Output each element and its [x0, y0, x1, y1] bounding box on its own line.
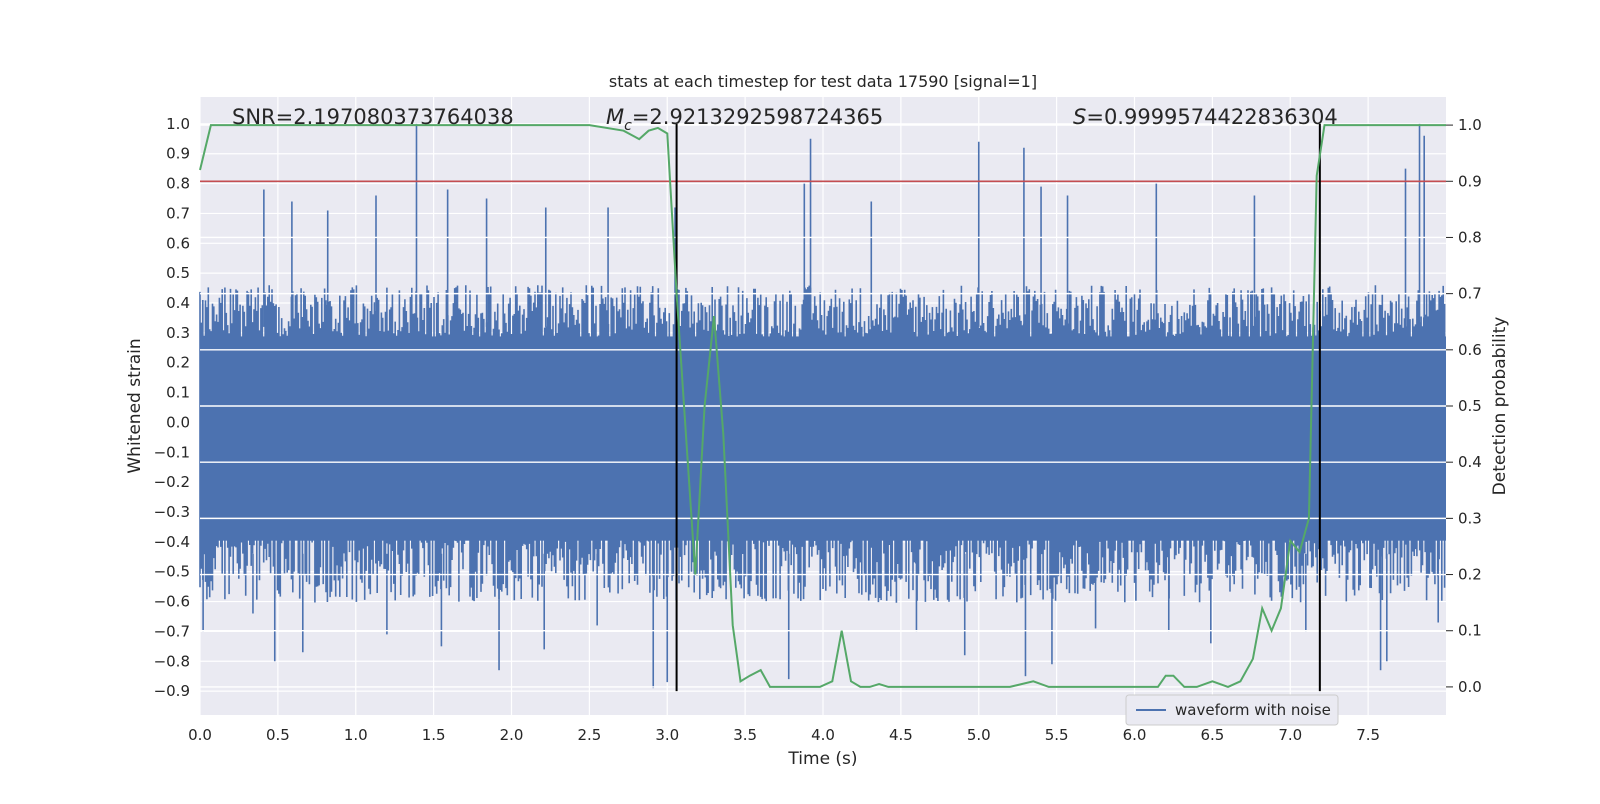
y-tick-label: 1.0: [166, 115, 190, 133]
x-tick-label: 6.0: [1123, 726, 1147, 744]
y-right-tick-label: 0.0: [1458, 678, 1482, 696]
score-annotation: S=0.9999574422836304: [1073, 105, 1338, 129]
probability-series: [199, 124, 1446, 688]
x-tick-label: 4.5: [889, 726, 913, 744]
x-axis-label: Time (s): [787, 749, 857, 769]
chirp-mass-annotation: Mc=2.9213292598724365: [606, 105, 883, 134]
x-axis-ticks: 0.0 0.5 1.0 1.5 2.0 2.5 3.0 3.5 4.0 4.5 5.0 5.5 6.0 6…: [188, 726, 1380, 744]
x-tick-label: 2.5: [577, 726, 601, 744]
y-tick-label: −0.4: [154, 533, 190, 551]
y-tick-label: 0.6: [166, 234, 190, 252]
x-tick-label: 4.0: [811, 726, 835, 744]
y-tick-label: 0.3: [166, 324, 190, 342]
y-tick-label: 0.5: [166, 264, 190, 282]
y-tick-label: −0.9: [154, 682, 190, 700]
y-right-tick-label: 1.0: [1458, 116, 1482, 134]
y-tick-label: −0.8: [154, 652, 190, 670]
right-axis-grid: [200, 124, 1446, 688]
y-axis-right-ticks: 0.0 0.1 0.2 0.3 0.4 0.5 0.6 0.7 0.8 0.9 1.0: [1446, 116, 1482, 696]
y-right-tick-label: 0.3: [1458, 509, 1482, 527]
x-tick-label: 5.0: [967, 726, 991, 744]
y-right-tick-label: 0.9: [1458, 172, 1482, 190]
x-tick-label: 6.5: [1200, 726, 1224, 744]
waveform-noise: [199, 285, 1446, 603]
x-tick-label: 5.5: [1045, 726, 1069, 744]
y-tick-label: −0.3: [154, 503, 190, 521]
x-tick-label: 0.5: [266, 726, 290, 744]
marker-lines: [675, 123, 1321, 692]
chirp-mass-subscript: c: [624, 118, 632, 134]
y-tick-label: 0.2: [166, 354, 190, 372]
score-value: =0.9999574422836304: [1086, 105, 1337, 129]
probability-line: [199, 124, 1446, 688]
y-right-tick-label: 0.8: [1458, 228, 1482, 246]
chirp-mass-symbol: M: [606, 105, 624, 129]
y-tick-label: 0.0: [166, 413, 190, 431]
legend-label: waveform with noise: [1175, 701, 1331, 719]
x-tick-label: 3.5: [733, 726, 757, 744]
y-tick-label: −0.2: [154, 473, 190, 491]
y-tick-label: −0.7: [154, 622, 190, 640]
y-tick-label: 0.9: [166, 145, 190, 163]
y-right-tick-label: 0.7: [1458, 285, 1482, 303]
x-tick-label: 7.0: [1278, 726, 1302, 744]
y-right-tick-label: 0.4: [1458, 453, 1482, 471]
y-right-tick-label: 0.2: [1458, 566, 1482, 584]
y-axis-label: Whitened strain: [125, 338, 145, 473]
y-right-tick-label: 0.6: [1458, 341, 1482, 359]
legend: waveform with noise: [1125, 694, 1339, 726]
y-tick-label: −0.1: [154, 443, 190, 461]
waveform-series: [199, 123, 1446, 689]
y-tick-label: 0.8: [166, 175, 190, 193]
x-tick-label: 3.0: [655, 726, 679, 744]
score-symbol: S: [1073, 105, 1086, 129]
x-tick-label: 1.0: [344, 726, 368, 744]
snr-annotation: SNR=2.197080373764038: [232, 105, 514, 129]
chirp-mass-value: =2.9213292598724365: [632, 105, 883, 129]
y-axis-right-label: Detection probability: [1490, 317, 1510, 496]
y-axis-ticks: −0.9 −0.8 −0.7 −0.6 −0.5 −0.4 −0.3 −0.2 −0.1 0.0 0…: [154, 115, 190, 700]
x-tick-label: 2.0: [500, 726, 524, 744]
y-right-tick-label: 0.5: [1458, 397, 1482, 415]
legend-box: [1125, 694, 1339, 726]
x-tick-label: 1.5: [422, 726, 446, 744]
y-tick-label: −0.5: [154, 563, 190, 581]
y-tick-label: −0.6: [154, 593, 190, 611]
x-tick-label: 7.5: [1356, 726, 1380, 744]
y-right-tick-label: 0.1: [1458, 622, 1482, 640]
y-tick-label: 0.1: [166, 384, 190, 402]
x-tick-label: 0.0: [188, 726, 212, 744]
y-tick-label: 0.4: [166, 294, 190, 312]
y-tick-label: 0.7: [166, 204, 190, 222]
chart-title: stats at each timestep for test data 175…: [609, 72, 1037, 91]
